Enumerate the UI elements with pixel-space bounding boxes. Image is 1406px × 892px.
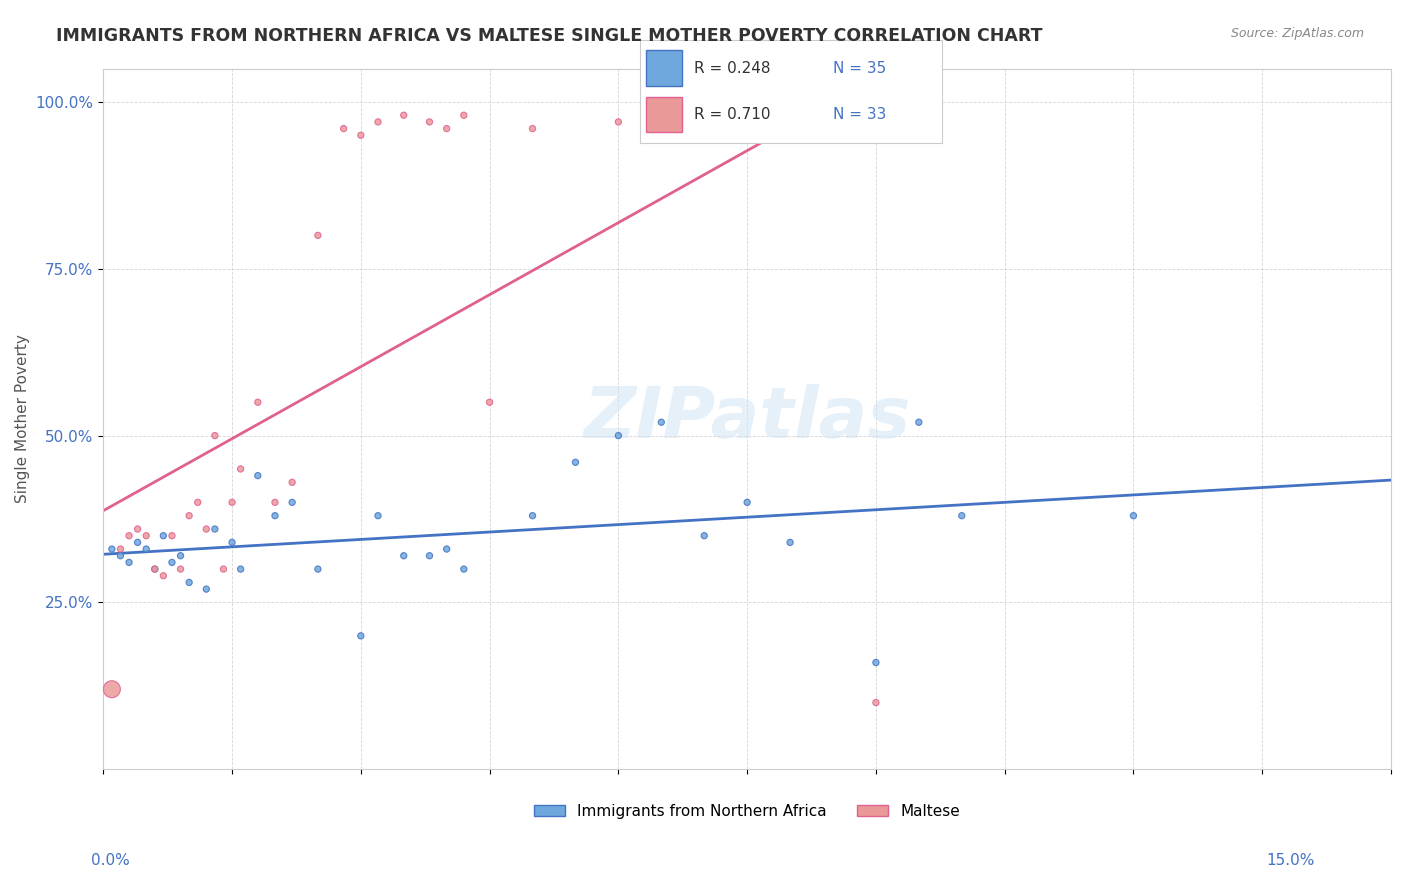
Point [865,656,887,670]
Point [135,542,157,557]
Point [143,562,166,576]
Point [204,522,226,536]
Point [118,555,141,569]
Point [281,495,304,509]
Point [221,535,243,549]
Point [1122,508,1144,523]
Point [522,121,544,136]
Point [392,108,415,122]
Point [101,542,124,557]
Point [350,128,373,143]
Point [169,562,191,576]
Point [865,696,887,710]
Point [229,462,252,476]
Point [693,529,716,543]
Point [127,535,149,549]
Point [453,108,475,122]
Point [169,549,191,563]
Point [195,582,218,596]
Text: R = 0.710: R = 0.710 [695,107,770,122]
Point [221,495,243,509]
Point [118,529,141,543]
Point [779,128,801,143]
Point [436,542,458,557]
Point [478,395,501,409]
Point [110,549,132,563]
Point [160,529,183,543]
Point [607,115,630,129]
Text: 0.0%: 0.0% [91,854,131,868]
FancyBboxPatch shape [645,50,682,87]
Point [160,555,183,569]
Point [367,115,389,129]
Point [418,115,440,129]
Point [143,562,166,576]
Point [212,562,235,576]
Point [950,508,973,523]
Point [246,395,269,409]
Point [246,468,269,483]
Legend: Immigrants from Northern Africa, Maltese: Immigrants from Northern Africa, Maltese [529,797,966,825]
Text: N = 35: N = 35 [834,61,886,76]
Text: 15.0%: 15.0% [1267,854,1315,868]
Point [281,475,304,490]
Point [307,562,329,576]
Point [564,455,586,469]
Point [264,495,287,509]
Point [101,682,124,697]
Point [152,529,174,543]
Point [187,495,209,509]
FancyBboxPatch shape [645,96,682,132]
Point [195,522,218,536]
Point [453,562,475,576]
Point [229,562,252,576]
Point [264,508,287,523]
Point [607,428,630,442]
Point [779,535,801,549]
Point [522,508,544,523]
Point [693,121,716,136]
Point [436,121,458,136]
Text: IMMIGRANTS FROM NORTHERN AFRICA VS MALTESE SINGLE MOTHER POVERTY CORRELATION CHA: IMMIGRANTS FROM NORTHERN AFRICA VS MALTE… [56,27,1043,45]
Point [650,415,672,429]
Point [179,508,201,523]
Text: N = 33: N = 33 [834,107,887,122]
Text: Source: ZipAtlas.com: Source: ZipAtlas.com [1230,27,1364,40]
Point [367,508,389,523]
Y-axis label: Single Mother Poverty: Single Mother Poverty [15,334,30,503]
Text: ZIPatlas: ZIPatlas [583,384,911,453]
Point [127,522,149,536]
Point [350,629,373,643]
Point [110,542,132,557]
Point [392,549,415,563]
Point [179,575,201,590]
Point [135,529,157,543]
Point [332,121,354,136]
Point [307,228,329,243]
Text: R = 0.248: R = 0.248 [695,61,770,76]
Point [204,428,226,442]
Point [735,495,758,509]
Point [908,415,931,429]
Point [152,568,174,582]
Point [418,549,440,563]
